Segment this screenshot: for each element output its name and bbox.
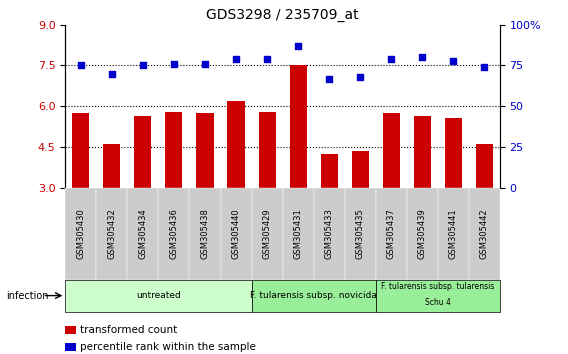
Bar bbox=[320, 154, 337, 188]
Text: GSM305442: GSM305442 bbox=[480, 208, 489, 259]
Bar bbox=[476, 144, 493, 188]
Text: transformed count: transformed count bbox=[80, 325, 177, 335]
Point bbox=[107, 71, 116, 76]
Text: GSM305439: GSM305439 bbox=[417, 208, 427, 259]
Point bbox=[139, 63, 148, 68]
Bar bbox=[135, 116, 152, 188]
Point bbox=[262, 56, 272, 62]
Bar bbox=[103, 144, 120, 188]
Point bbox=[232, 56, 241, 62]
Point bbox=[76, 63, 85, 68]
Text: percentile rank within the sample: percentile rank within the sample bbox=[80, 342, 256, 352]
Bar bbox=[383, 113, 400, 188]
Text: GSM305436: GSM305436 bbox=[169, 208, 178, 259]
Point bbox=[387, 56, 396, 62]
Point bbox=[324, 76, 333, 81]
Title: GDS3298 / 235709_at: GDS3298 / 235709_at bbox=[206, 8, 359, 22]
Text: GSM305441: GSM305441 bbox=[449, 208, 458, 259]
Text: F. tularensis subsp. novicida: F. tularensis subsp. novicida bbox=[250, 291, 377, 300]
Point bbox=[417, 55, 427, 60]
Text: untreated: untreated bbox=[136, 291, 181, 300]
Bar bbox=[352, 151, 369, 188]
Text: GSM305433: GSM305433 bbox=[325, 208, 333, 259]
Point bbox=[480, 64, 489, 70]
Point bbox=[201, 61, 210, 67]
Text: GSM305440: GSM305440 bbox=[232, 208, 240, 259]
Bar bbox=[72, 113, 89, 188]
Text: Schu 4: Schu 4 bbox=[425, 298, 450, 307]
Bar bbox=[197, 113, 214, 188]
Bar bbox=[228, 101, 245, 188]
Text: GSM305429: GSM305429 bbox=[262, 208, 272, 259]
Text: GSM305434: GSM305434 bbox=[139, 208, 148, 259]
Bar bbox=[258, 112, 275, 188]
Point bbox=[356, 74, 365, 80]
Text: GSM305435: GSM305435 bbox=[356, 208, 365, 259]
Text: GSM305430: GSM305430 bbox=[76, 208, 85, 259]
Bar bbox=[414, 116, 431, 188]
Text: GSM305437: GSM305437 bbox=[387, 208, 396, 259]
Text: GSM305431: GSM305431 bbox=[294, 208, 303, 259]
Point bbox=[294, 43, 303, 49]
Text: GSM305432: GSM305432 bbox=[107, 208, 116, 259]
Text: F. tularensis subsp. tularensis: F. tularensis subsp. tularensis bbox=[381, 282, 495, 291]
Text: GSM305438: GSM305438 bbox=[201, 208, 210, 259]
Bar bbox=[290, 65, 307, 188]
Point bbox=[449, 58, 458, 63]
Text: infection: infection bbox=[6, 291, 48, 301]
Point bbox=[169, 61, 178, 67]
Bar bbox=[165, 112, 182, 188]
Bar bbox=[445, 118, 462, 188]
